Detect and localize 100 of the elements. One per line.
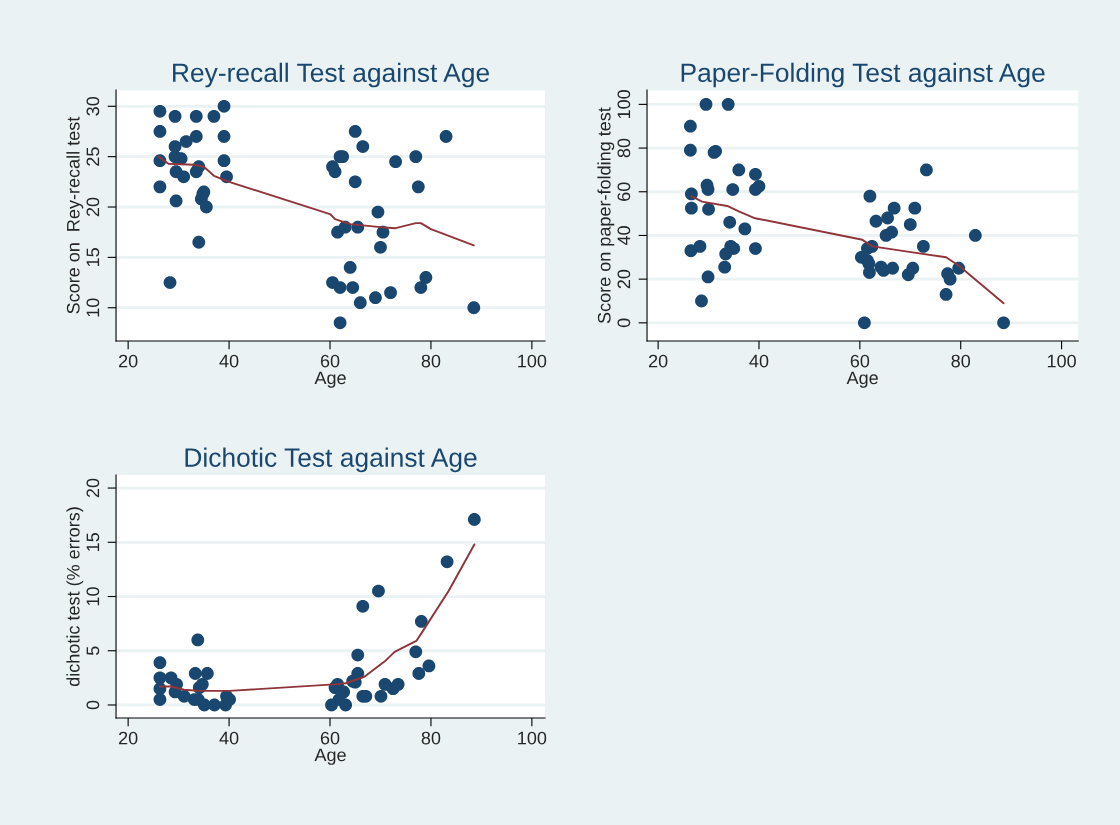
point bbox=[328, 165, 342, 179]
point bbox=[701, 183, 715, 196]
y-tick-label: 10 bbox=[86, 587, 100, 606]
point bbox=[348, 125, 362, 138]
y-tick-label: 100 bbox=[617, 90, 631, 119]
y-tick-label: 0 bbox=[617, 318, 631, 328]
x-tick-label: 20 bbox=[648, 354, 668, 368]
point bbox=[683, 119, 697, 133]
point bbox=[920, 163, 933, 177]
x-tick-label: 100 bbox=[518, 731, 547, 745]
x-axis-title: Age bbox=[846, 371, 878, 388]
point bbox=[200, 667, 214, 680]
point bbox=[333, 316, 347, 330]
x-tick-label: 20 bbox=[119, 354, 138, 368]
point bbox=[353, 296, 367, 310]
x-tick-label: 40 bbox=[219, 354, 239, 368]
point bbox=[732, 163, 746, 177]
point bbox=[422, 659, 436, 673]
y-axis-title: dichotic test (% errors) bbox=[66, 507, 84, 687]
point bbox=[903, 218, 917, 231]
point bbox=[169, 194, 183, 208]
point bbox=[886, 261, 900, 275]
point bbox=[199, 200, 213, 214]
point bbox=[997, 316, 1010, 330]
y-tick-label: 5 bbox=[86, 646, 100, 656]
x-tick-label: 80 bbox=[421, 354, 441, 368]
point bbox=[695, 294, 708, 308]
point bbox=[440, 555, 454, 569]
x-axis-title: Age bbox=[314, 748, 346, 765]
y-tick-label: 30 bbox=[86, 96, 100, 116]
point bbox=[371, 205, 385, 219]
x-tick-label: 80 bbox=[421, 731, 441, 745]
point bbox=[191, 633, 205, 647]
point bbox=[699, 97, 713, 111]
point bbox=[217, 99, 231, 113]
point bbox=[885, 225, 899, 239]
x-tick-label: 40 bbox=[219, 731, 239, 745]
point bbox=[153, 693, 167, 706]
y-tick-label: 20 bbox=[86, 478, 100, 498]
y-tick-label: 10 bbox=[86, 298, 100, 317]
point bbox=[369, 291, 382, 305]
point bbox=[339, 698, 353, 712]
y-tick-label: 0 bbox=[86, 700, 100, 710]
y-tick-label: 25 bbox=[86, 147, 100, 166]
point bbox=[701, 270, 715, 284]
x-tick-label: 80 bbox=[951, 354, 971, 368]
point bbox=[685, 187, 698, 201]
x-tick-label: 20 bbox=[119, 731, 138, 745]
point bbox=[414, 281, 428, 294]
point bbox=[939, 288, 953, 301]
point bbox=[908, 201, 922, 215]
y-tick-label: 15 bbox=[86, 248, 100, 267]
y-axis-title: Score on paper-folding test bbox=[597, 107, 615, 324]
point bbox=[384, 286, 397, 300]
point bbox=[189, 109, 203, 123]
x-tick-label: 60 bbox=[320, 354, 340, 368]
point bbox=[881, 211, 894, 225]
point bbox=[749, 242, 762, 255]
x-tick-label: 40 bbox=[749, 354, 769, 368]
point bbox=[189, 130, 203, 143]
x-axis-title: Age bbox=[314, 371, 346, 388]
point bbox=[348, 175, 362, 189]
point bbox=[721, 97, 735, 111]
point bbox=[906, 261, 920, 275]
x-tick-label: 100 bbox=[518, 354, 547, 368]
point bbox=[333, 281, 347, 294]
point bbox=[887, 201, 901, 215]
point bbox=[374, 240, 387, 254]
point bbox=[411, 180, 425, 194]
point bbox=[723, 215, 737, 229]
point bbox=[168, 109, 182, 123]
point bbox=[467, 301, 481, 315]
point bbox=[207, 109, 221, 123]
chart-title: Dichotic Test against Age bbox=[185, 447, 477, 473]
point bbox=[356, 140, 370, 153]
point bbox=[356, 599, 370, 613]
point bbox=[738, 222, 752, 236]
point bbox=[968, 229, 982, 242]
point bbox=[337, 685, 351, 699]
point bbox=[346, 281, 360, 294]
point bbox=[188, 667, 202, 680]
y-tick-label: 20 bbox=[86, 197, 100, 217]
point bbox=[351, 648, 365, 662]
point bbox=[153, 656, 167, 670]
point bbox=[683, 143, 697, 157]
y-tick-label: 20 bbox=[617, 269, 631, 289]
x-tick-label: 100 bbox=[1047, 354, 1076, 368]
point bbox=[726, 183, 740, 196]
point bbox=[916, 239, 930, 253]
point bbox=[195, 677, 209, 691]
point bbox=[217, 154, 231, 168]
point bbox=[869, 214, 883, 228]
point bbox=[685, 201, 698, 215]
point bbox=[439, 130, 453, 143]
point bbox=[153, 104, 167, 118]
point bbox=[177, 170, 191, 184]
point bbox=[163, 276, 177, 289]
point bbox=[217, 130, 231, 143]
point bbox=[863, 189, 877, 203]
point bbox=[153, 125, 167, 138]
